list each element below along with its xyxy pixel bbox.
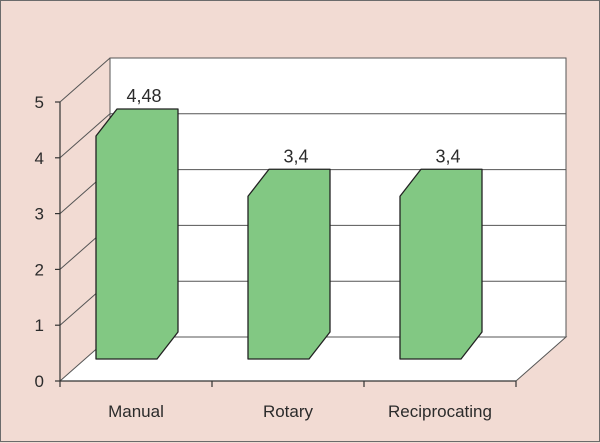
- data-label: 3,4: [283, 146, 308, 166]
- bar: [399, 168, 483, 360]
- bar: [247, 168, 331, 360]
- x-tick-label: Reciprocating: [388, 402, 492, 421]
- bars: [95, 108, 483, 360]
- y-tick-label: 5: [35, 93, 44, 112]
- x-axis-ticks: Manual Rotary Reciprocating: [59, 381, 517, 421]
- axes: [59, 102, 516, 382]
- bar: [95, 108, 179, 360]
- y-tick-label: 4: [35, 149, 44, 168]
- x-tick-label: Rotary: [263, 402, 314, 421]
- y-tick-label: 3: [35, 205, 44, 224]
- y-axis-ticks: 0 1 2 3 4 5: [35, 93, 60, 391]
- data-label: 3,4: [435, 146, 460, 166]
- x-tick-label: Manual: [108, 402, 164, 421]
- y-tick-label: 2: [35, 260, 44, 279]
- value-labels: 4,48 3,4 3,4: [126, 86, 460, 166]
- y-tick-label: 0: [35, 372, 44, 391]
- y-tick-label: 1: [35, 316, 44, 335]
- data-label: 4,48: [126, 86, 161, 106]
- gridline: [59, 57, 566, 103]
- gridline: [59, 113, 566, 159]
